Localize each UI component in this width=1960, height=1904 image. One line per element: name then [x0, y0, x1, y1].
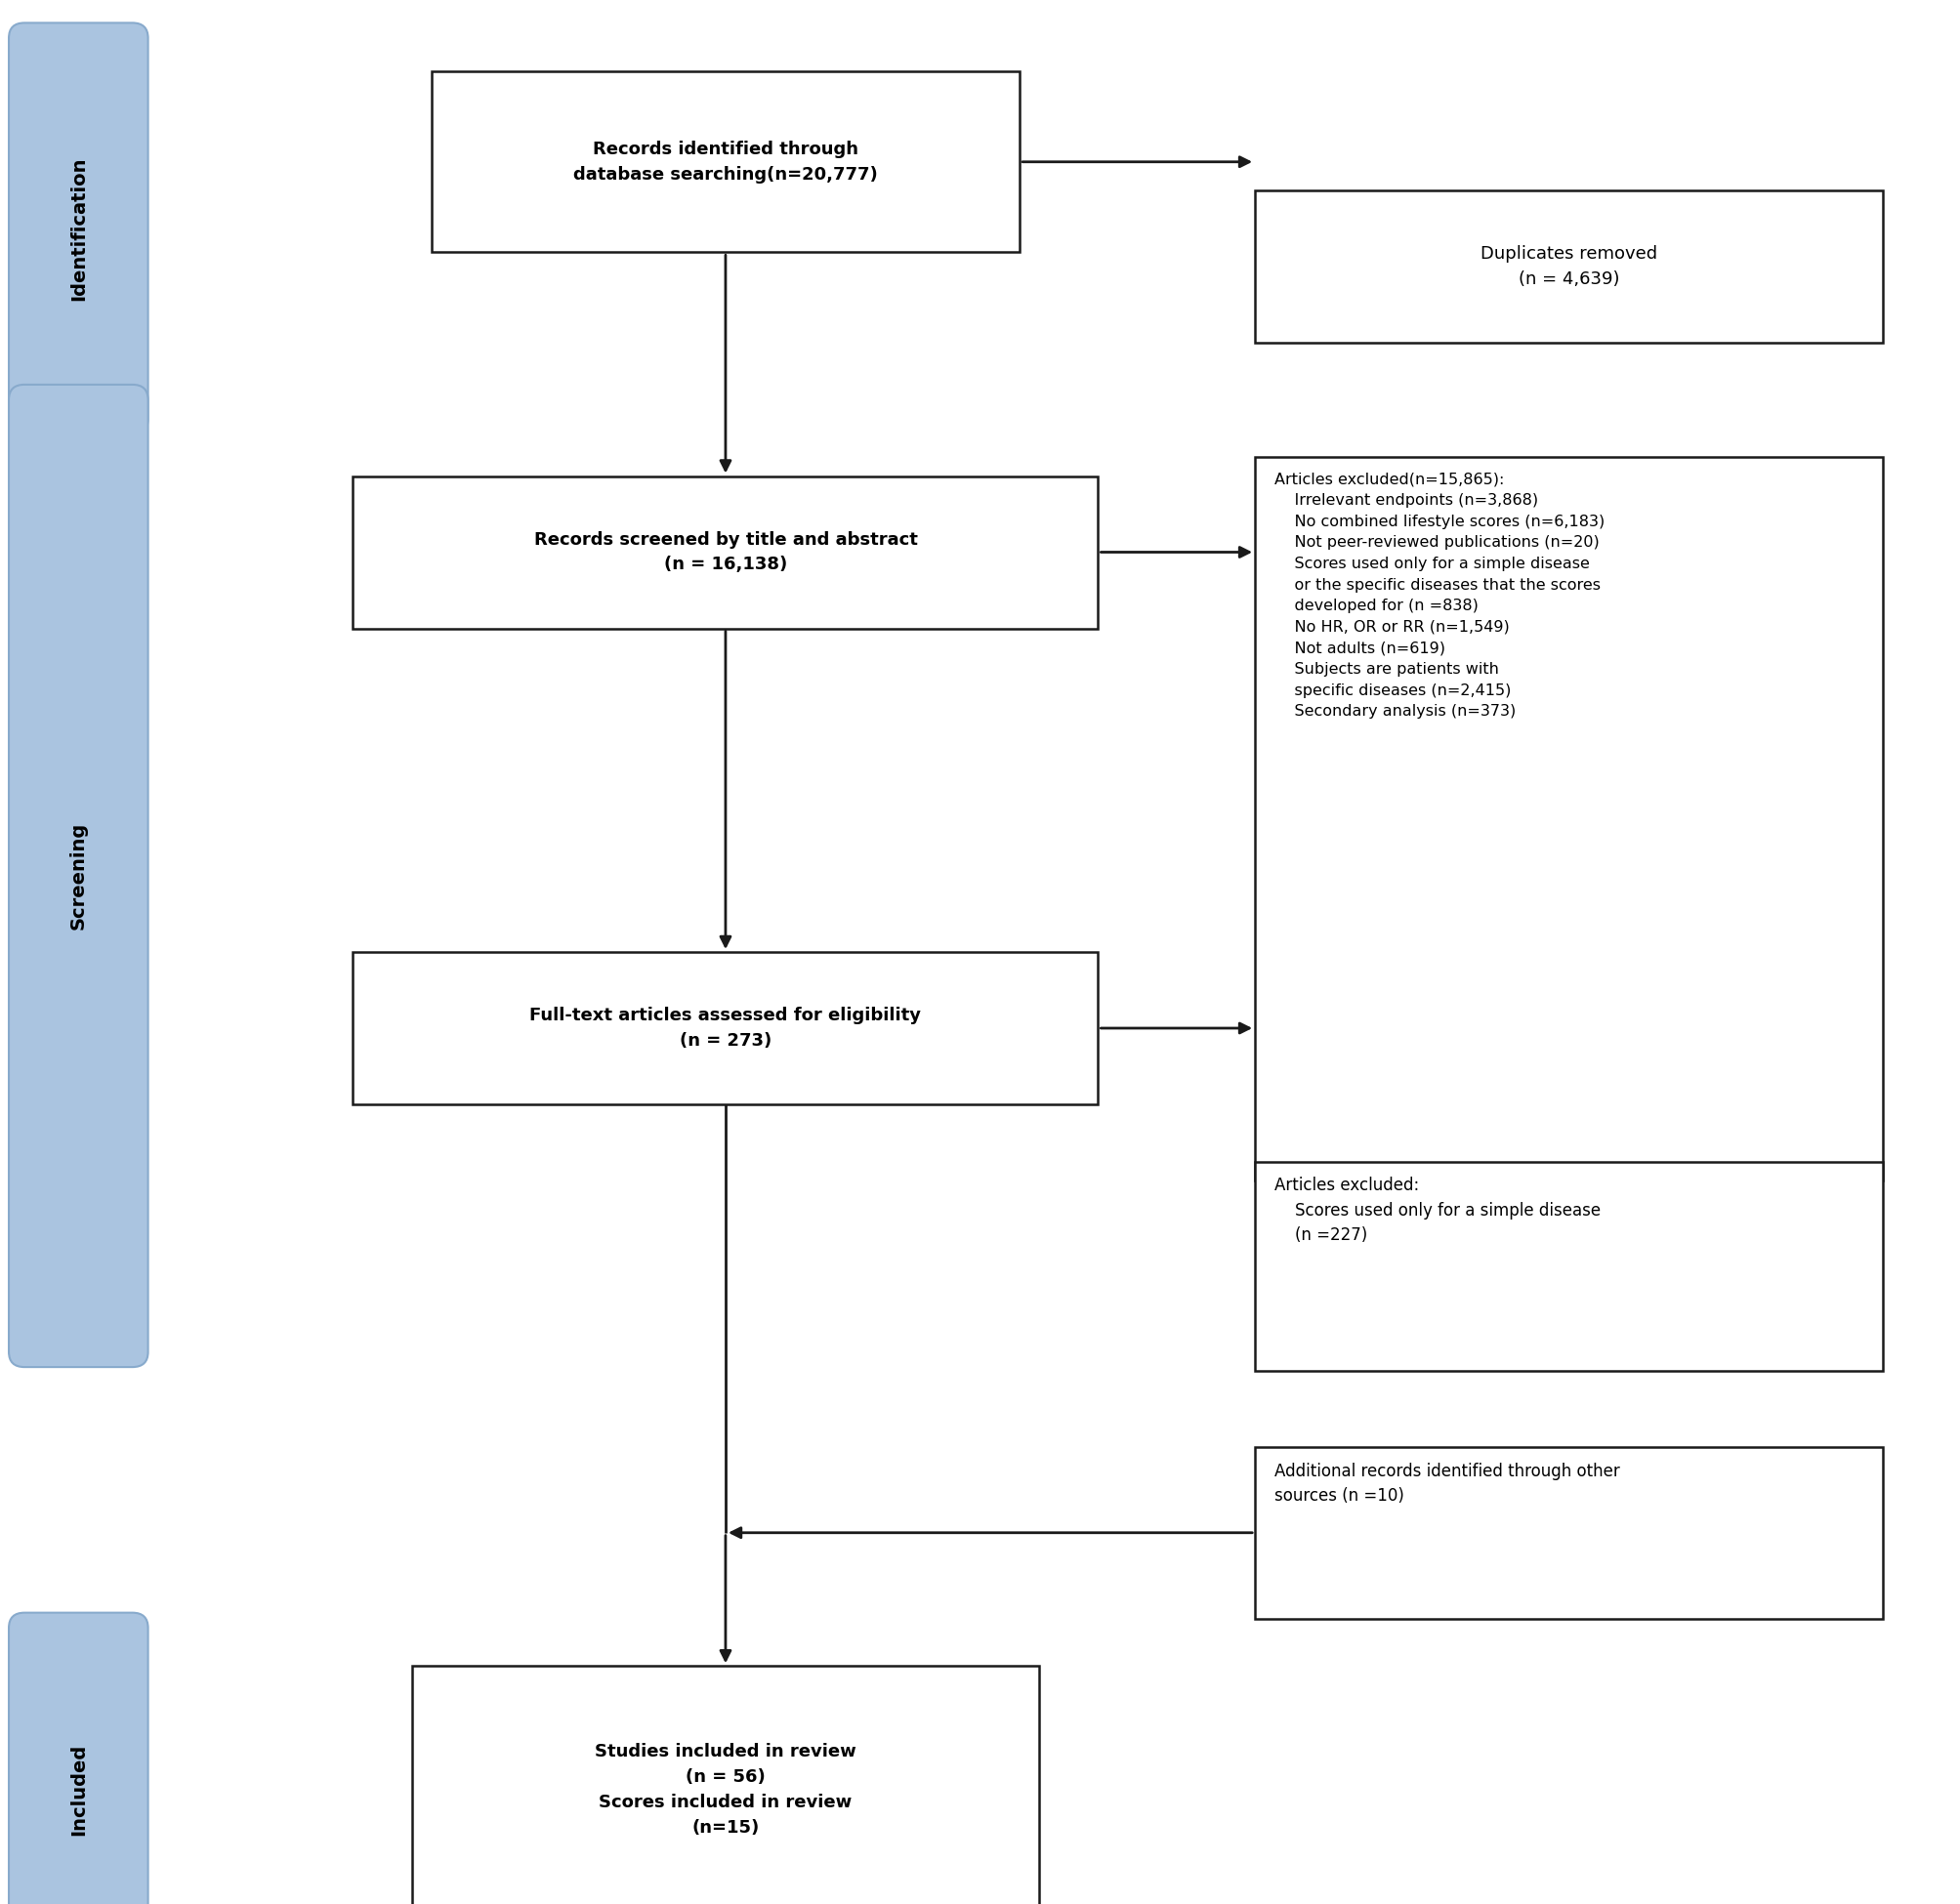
Text: Additional records identified through other
sources (n =10): Additional records identified through ot… — [1274, 1462, 1619, 1504]
Text: Articles excluded:
    Scores used only for a simple disease
    (n =227): Articles excluded: Scores used only for … — [1274, 1177, 1599, 1245]
Text: Included: Included — [69, 1744, 88, 1835]
FancyBboxPatch shape — [1254, 1161, 1882, 1371]
FancyBboxPatch shape — [1254, 457, 1882, 1180]
FancyBboxPatch shape — [412, 1666, 1039, 1904]
FancyBboxPatch shape — [1254, 190, 1882, 343]
Text: Full-text articles assessed for eligibility
(n = 273): Full-text articles assessed for eligibil… — [529, 1007, 921, 1049]
FancyBboxPatch shape — [353, 952, 1098, 1104]
FancyBboxPatch shape — [1254, 1447, 1882, 1618]
Text: Records identified through
database searching(n=20,777): Records identified through database sear… — [572, 141, 878, 183]
FancyBboxPatch shape — [10, 1613, 149, 1904]
FancyBboxPatch shape — [353, 476, 1098, 628]
FancyBboxPatch shape — [431, 70, 1019, 251]
Text: Screening: Screening — [69, 823, 88, 929]
Text: Duplicates removed
(n = 4,639): Duplicates removed (n = 4,639) — [1480, 246, 1656, 288]
Text: Studies included in review
(n = 56)
Scores included in review
(n=15): Studies included in review (n = 56) Scor… — [594, 1744, 857, 1835]
FancyBboxPatch shape — [10, 23, 149, 434]
Text: Identification: Identification — [69, 156, 88, 301]
FancyBboxPatch shape — [10, 385, 149, 1367]
Text: Articles excluded(n=15,865):
    Irrelevant endpoints (n=3,868)
    No combined : Articles excluded(n=15,865): Irrelevant … — [1274, 472, 1603, 720]
Text: Records screened by title and abstract
(n = 16,138): Records screened by title and abstract (… — [533, 531, 917, 573]
